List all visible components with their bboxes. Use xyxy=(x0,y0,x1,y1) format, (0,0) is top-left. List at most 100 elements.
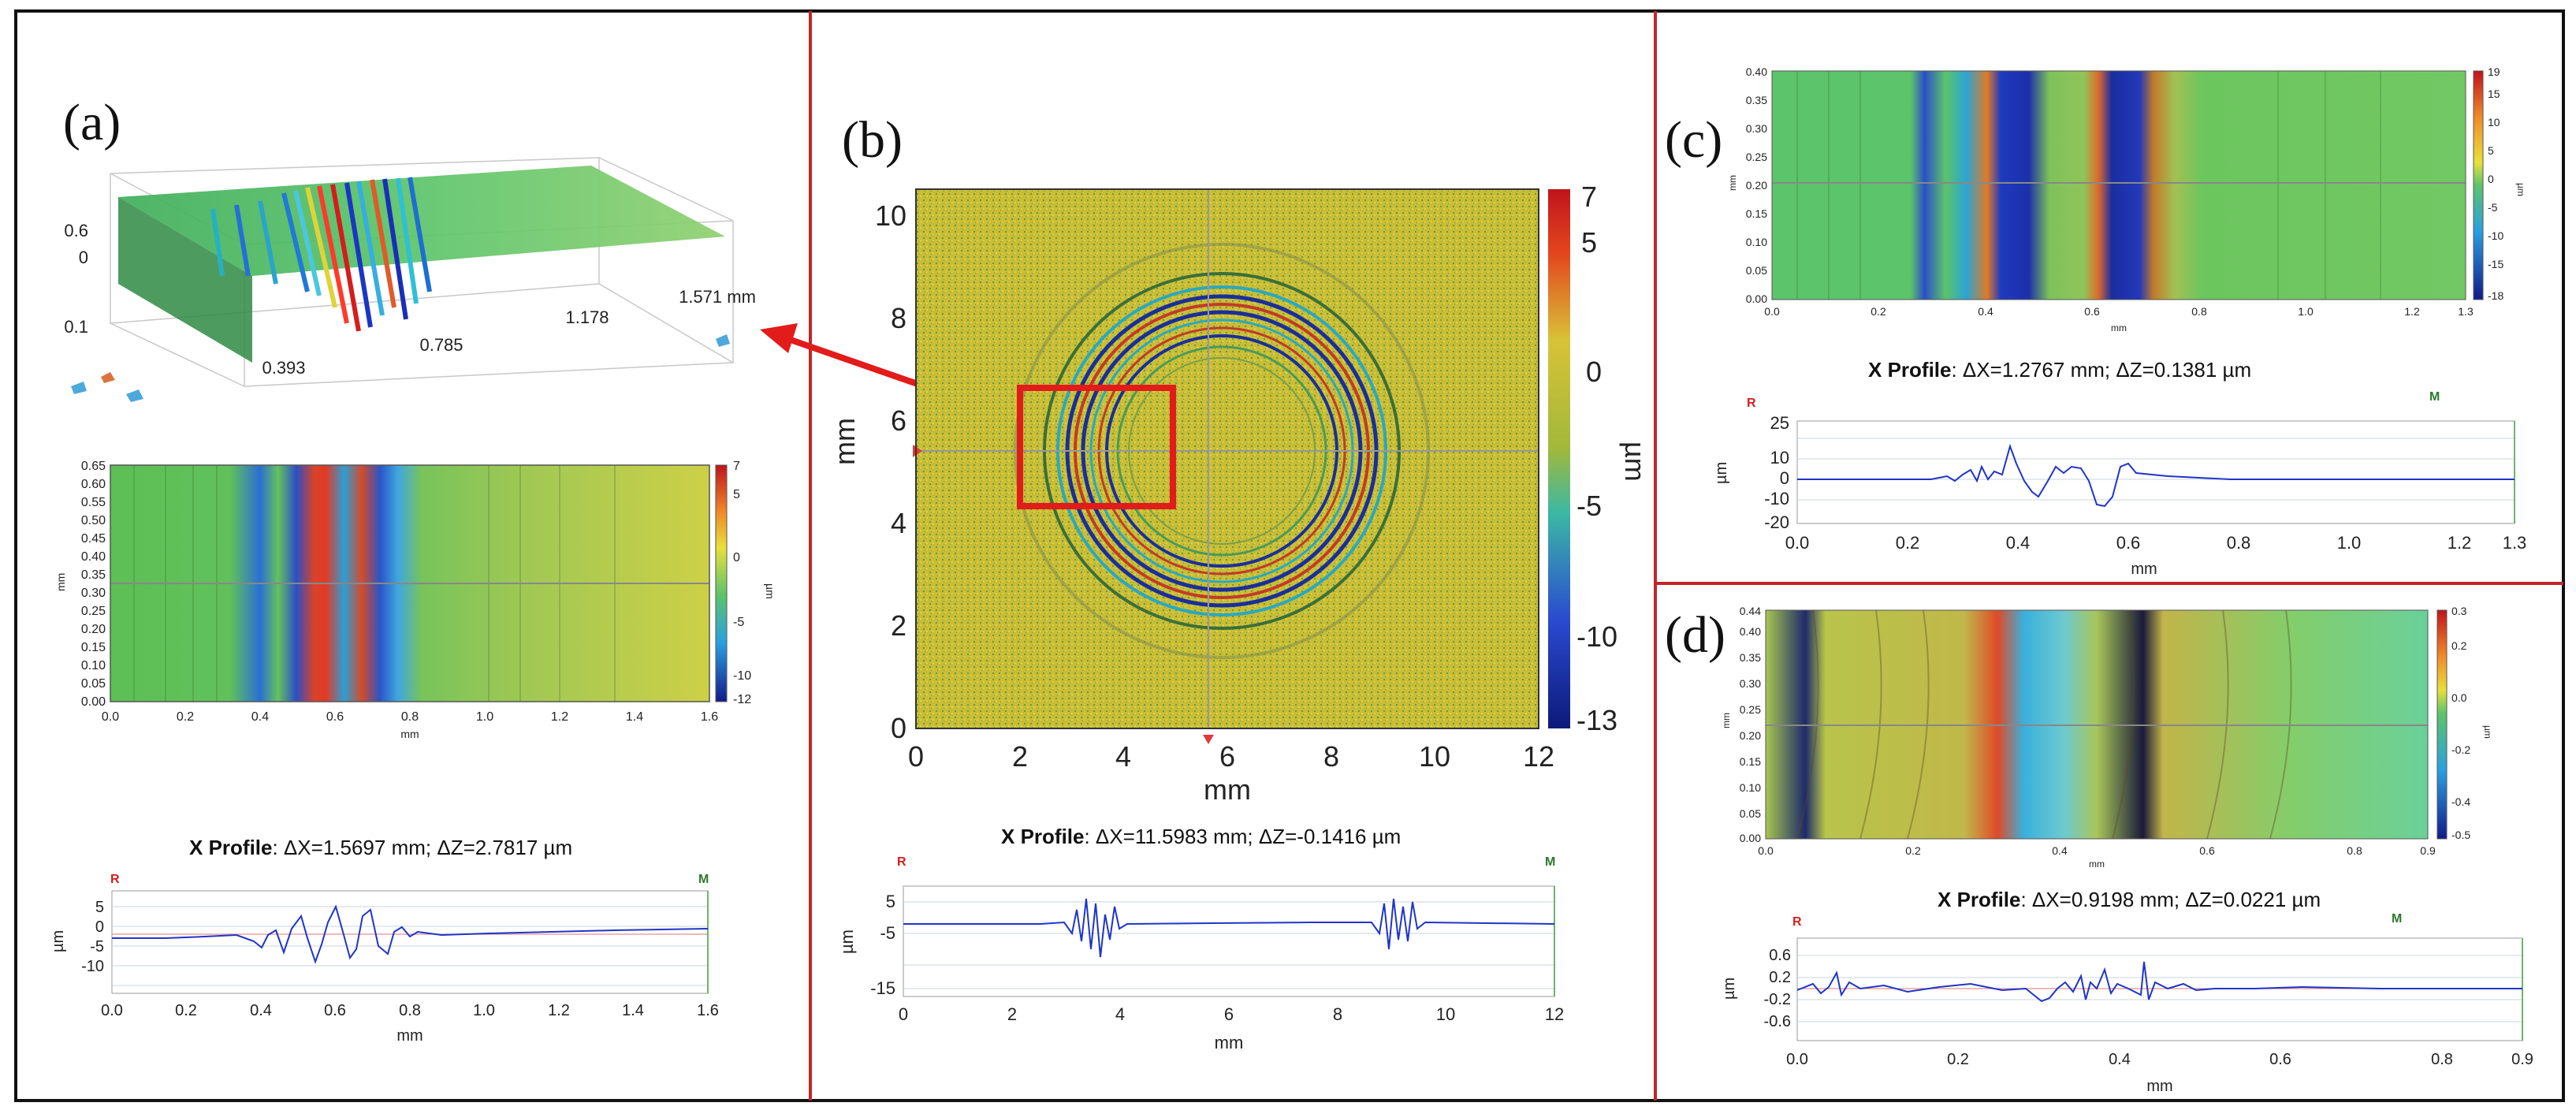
profile-b-x-unit: mm xyxy=(1215,1033,1244,1052)
profile-d-x-unit: mm xyxy=(2146,1078,2172,1095)
axis-label: 0 xyxy=(899,1004,908,1024)
axis-label: 5 xyxy=(95,899,104,916)
axis-label: 1.6 xyxy=(697,1002,719,1019)
axis-label: 0.25 xyxy=(1746,151,1767,163)
panel-b-profile: R M 5 -5 -15 µm 0 2 4 6 8 10 12 mm xyxy=(837,855,1564,1052)
axis-label: -5 xyxy=(90,938,104,955)
axis-label: 0.4 xyxy=(2109,1051,2131,1068)
axis-label: -10 xyxy=(81,958,104,975)
axis-label: 1.2 xyxy=(2448,533,2472,553)
axis-label: 0.2 xyxy=(1769,969,1791,986)
orientation-glyph xyxy=(71,334,730,402)
panel-d-profile: R M 0.6 0.2 -0.2 -0.6 µm 0.0 0.2 0.4 0.6… xyxy=(1721,912,2533,1095)
panel-d-label: (d) xyxy=(1665,606,1725,664)
axis-label: 0 xyxy=(1586,356,1602,388)
axis-label: 10 xyxy=(2488,116,2500,129)
profile-b-m-marker: M xyxy=(1545,855,1555,869)
map-c-y-unit: mm xyxy=(1727,175,1738,191)
axis-label: 0.0 xyxy=(101,1002,123,1019)
map-c-x-unit: mm xyxy=(2111,322,2127,333)
axis-label: 0.0 xyxy=(102,710,119,724)
axis-label: 2 xyxy=(1007,1004,1017,1024)
axis-label: 10 xyxy=(1436,1004,1455,1024)
axis-label: 0.40 xyxy=(81,550,106,564)
axis-label: 0.0 xyxy=(1786,1051,1808,1068)
z-tick-2: 0.1 xyxy=(64,317,88,337)
axis-label: 0.4 xyxy=(2052,844,2068,857)
axis-label: 0.40 xyxy=(1746,65,1767,78)
axis-label: 0.2 xyxy=(1896,533,1920,553)
axis-label: -10 xyxy=(1576,620,1617,653)
panel-c-map: 0.40 0.35 0.30 0.25 0.20 0.15 0.10 0.05 … xyxy=(1727,65,2526,333)
axis-label: 0 xyxy=(908,740,924,773)
profile-a-y-unit: µm xyxy=(50,930,67,952)
axis-label: 0.35 xyxy=(1740,651,1761,664)
panel-a-profile: R M 5 0 -5 -10 µm 0.0 0.2 0.4 0.6 0.8 1.… xyxy=(50,873,719,1045)
z-tick-0: 0.6 xyxy=(64,221,88,240)
profile-c-x-unit: mm xyxy=(2131,561,2157,578)
axis-label: 0.30 xyxy=(1740,677,1761,690)
axis-label: 7 xyxy=(733,460,740,473)
axis-label: 1.4 xyxy=(626,710,643,724)
profile-a-line xyxy=(112,904,709,965)
axis-label: 0.4 xyxy=(251,710,269,724)
axis-label: -0.2 xyxy=(1764,991,1791,1008)
axis-label: 0.20 xyxy=(81,623,106,636)
x-tick-2: 1.178 xyxy=(565,307,609,327)
map-a-x-unit: mm xyxy=(400,728,419,740)
axis-label: 0.40 xyxy=(1740,625,1761,638)
axis-label: 0.6 xyxy=(2199,844,2215,857)
axis-label: 10 xyxy=(1419,740,1450,773)
axis-label: -18 xyxy=(2488,289,2503,302)
axis-label: 0.35 xyxy=(81,568,106,582)
colorbar-d-unit: µm xyxy=(2482,725,2493,739)
axis-label: 0.05 xyxy=(1746,264,1767,277)
axis-label: 0.0 xyxy=(1764,305,1780,318)
profile-c-line xyxy=(1797,443,2515,508)
map-d-y-unit: mm xyxy=(1721,713,1732,728)
axis-label: 0.2 xyxy=(2451,639,2467,652)
profile-a-title: X Profile: ΔX=1.5697 mm; ΔZ=2.7817 µm xyxy=(189,836,573,859)
axis-label: 1.3 xyxy=(2458,305,2474,318)
axis-label: -12 xyxy=(733,693,751,706)
axis-label: 4 xyxy=(1115,1004,1125,1024)
axis-label: 0.15 xyxy=(81,641,106,654)
axis-label: 0.8 xyxy=(2347,844,2362,857)
axis-label: 0.10 xyxy=(1746,236,1767,248)
axis-label: 0.35 xyxy=(1746,94,1767,106)
profile-d-r-marker: R xyxy=(1792,915,1802,929)
profile-c-m-marker: M xyxy=(2429,390,2440,404)
axis-label: 0.65 xyxy=(81,460,106,473)
axis-label: 4 xyxy=(891,507,906,539)
axis-label: 5 xyxy=(886,892,895,911)
axis-label: 0.05 xyxy=(81,677,106,691)
axis-label: -5 xyxy=(1576,490,1602,522)
axis-label: 0.4 xyxy=(2006,533,2031,553)
axis-label: 0.6 xyxy=(326,710,344,724)
map-a-y-unit: mm xyxy=(54,573,67,591)
axis-label: 0.00 xyxy=(81,695,106,709)
axis-label: 0.15 xyxy=(1746,207,1767,220)
axis-label: 0.25 xyxy=(81,605,106,618)
axis-label: 0.6 xyxy=(2116,533,2141,553)
axis-label: 0.8 xyxy=(401,710,419,724)
axis-label: -0.6 xyxy=(1764,1013,1791,1030)
colorbar-c xyxy=(2473,70,2484,300)
profile-b-r-marker: R xyxy=(897,855,906,869)
panel-a-3d-surface: 0.6 0 0.1 0.393 0.785 1.178 1.571 mm xyxy=(64,157,756,402)
axis-label: 6 xyxy=(1219,740,1235,773)
axis-label: 0.30 xyxy=(81,587,106,600)
profile-c-r-marker: R xyxy=(1747,397,1756,410)
axis-label: 1.6 xyxy=(701,710,718,724)
axis-label: 0 xyxy=(2488,173,2494,185)
axis-label: 1.2 xyxy=(551,710,568,724)
axis-label: 7 xyxy=(1581,181,1597,213)
profile-a-m-marker: M xyxy=(698,873,709,886)
axis-label: 6 xyxy=(891,404,906,437)
axis-label: 0.9 xyxy=(2420,844,2436,857)
profile-c-y-unit: µm xyxy=(1713,462,1730,484)
x-tick-0: 0.393 xyxy=(262,358,305,378)
panel-d-map: 0.44 0.40 0.35 0.30 0.25 0.20 0.15 0.10 … xyxy=(1721,605,2493,870)
axis-label: 0.60 xyxy=(81,478,106,491)
axis-label: 0.25 xyxy=(1740,703,1761,716)
